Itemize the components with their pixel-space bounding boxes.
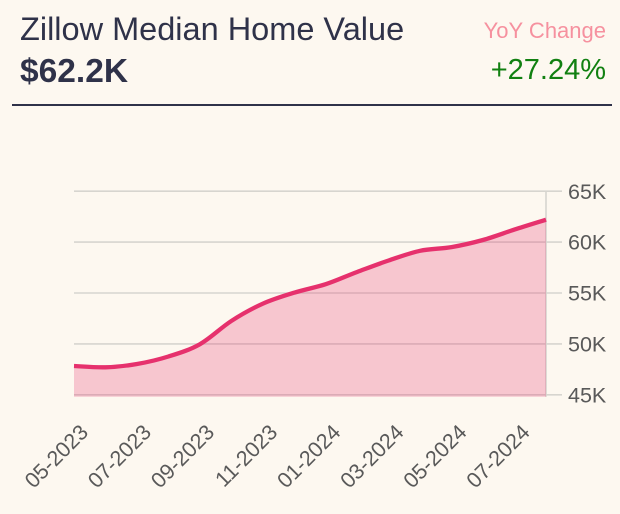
- svg-text:11-2023: 11-2023: [211, 420, 283, 492]
- svg-text:07-2023: 07-2023: [83, 420, 156, 493]
- svg-text:07-2024: 07-2024: [462, 420, 535, 493]
- svg-text:65K: 65K: [568, 180, 607, 204]
- svg-text:45K: 45K: [568, 383, 607, 407]
- svg-text:09-2023: 09-2023: [146, 420, 219, 493]
- svg-text:01-2024: 01-2024: [273, 420, 346, 493]
- svg-text:05-2023: 05-2023: [20, 420, 93, 493]
- svg-text:05-2024: 05-2024: [399, 420, 472, 493]
- svg-text:50K: 50K: [568, 333, 607, 357]
- svg-text:03-2024: 03-2024: [336, 420, 409, 493]
- svg-text:60K: 60K: [568, 231, 607, 255]
- svg-text:55K: 55K: [568, 282, 607, 306]
